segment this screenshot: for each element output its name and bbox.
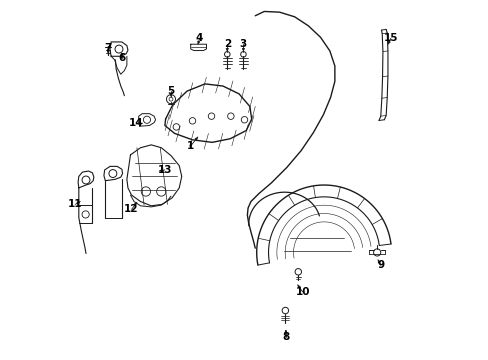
Text: 1: 1 [187, 141, 194, 151]
Text: 5: 5 [167, 86, 174, 96]
Text: 10: 10 [295, 287, 309, 297]
Text: 2: 2 [223, 39, 230, 49]
Text: 7: 7 [104, 43, 112, 53]
Text: 6: 6 [118, 53, 125, 63]
Text: 14: 14 [129, 118, 143, 128]
Text: 4: 4 [196, 33, 203, 43]
Text: 11: 11 [68, 199, 82, 210]
Text: 15: 15 [383, 33, 397, 43]
Text: 9: 9 [376, 260, 384, 270]
Text: 8: 8 [282, 332, 289, 342]
Text: 3: 3 [239, 40, 246, 49]
Text: 12: 12 [124, 204, 139, 215]
Text: 13: 13 [157, 165, 172, 175]
